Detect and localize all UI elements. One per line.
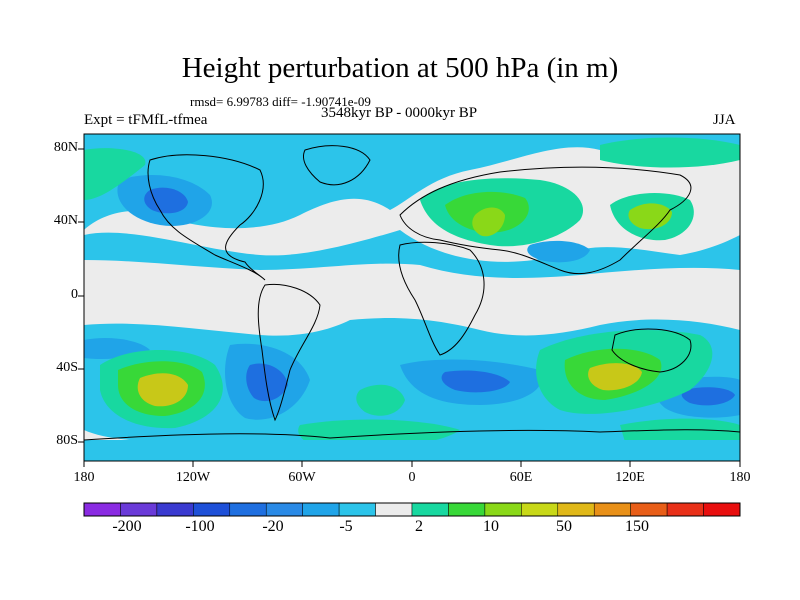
period-label: 3548kyr BP - 0000kyr BP [321,105,478,121]
lon-tick-60e: 60E [509,470,533,485]
contour-pos-southindian-core [588,363,642,391]
chart-title: Height perturbation at 500 hPa (in m) [181,52,619,84]
contour-neg-arctic [84,134,740,230]
contour-pos-arctic-east [600,137,740,168]
lon-tick-120w: 120W [175,470,211,485]
colorbar-cell [448,502,486,517]
colorbar-cell [156,502,194,517]
rmsd-stats: rmsd= 6.99783 diff= -1.90741e-09 [190,94,371,109]
axis-ticks [78,148,741,467]
season-label: JJA [713,112,736,128]
colorbar-label: -20 [262,518,284,535]
colorbar-label: -200 [112,518,142,535]
lon-tick-60w: 60W [288,470,316,485]
coastlines [84,145,740,441]
colorbar-cell [630,502,668,517]
colorbar-label: 50 [556,518,572,535]
lat-tick-40s: 40S [56,360,78,375]
colorbar-cell [666,502,704,517]
colorbar-cell [411,502,449,517]
colorbar-cell [521,502,559,517]
contour-neg-antarctic-rim [84,440,740,461]
contour-neg-canada-core [144,187,188,214]
contour-neg-tasman-core [681,387,735,406]
colorbar-frame [83,502,741,517]
colorbar-cell [484,502,522,517]
colorbar-label: -100 [185,518,215,535]
coastline-africa [398,241,485,356]
lon-tick-180e: 180 [729,470,751,485]
contour-neg-southamerica-core [246,363,288,402]
colorbar-cell [302,502,340,517]
contour-pos-southpacific-core [137,373,188,407]
colorbar-cell [265,502,303,517]
colorbar-cell [557,502,595,517]
colorbar-label: 2 [415,518,423,535]
colorbar-cell [83,502,121,517]
colorbar-cell [593,502,631,517]
coastline-south-america [257,283,321,422]
colorbar-cell [338,502,376,517]
colorbar-cell [229,502,267,517]
contour-pos-eurasia-core [472,207,505,237]
lon-tick-180w: 180 [73,470,95,485]
coastline-antarctica [84,429,740,441]
coastline-europe-asia [399,166,692,275]
colorbar-label: 10 [483,518,499,535]
coastline-north-america [147,154,266,281]
contour-pos-atlantic [84,148,146,200]
colorbar-cell [120,502,158,517]
lat-tick-0: 0 [71,287,78,302]
contour-pos-pacific-core [628,203,672,230]
lat-tick-40n: 40N [53,213,78,228]
contour-neg-indian-core [441,370,510,393]
coastline-greenland [303,145,371,186]
lon-tick-120e: 120E [615,470,645,485]
experiment-label: Expt = tFMfL-tfmea [84,112,208,128]
contour-neg-asia [527,240,590,263]
coastline-australia [611,328,692,373]
colorbar-label: -5 [339,518,353,535]
lat-tick-80s: 80S [56,433,78,448]
contour-pos-southatlantic [356,384,405,416]
colorbar-cells [83,502,741,517]
colorbar-cell [375,502,413,517]
colorbar-cell [193,502,231,517]
lon-tick-0: 0 [408,470,416,485]
colorbar-label: 150 [625,518,649,535]
lat-tick-80n: 80N [53,140,78,155]
colorbar-cell [703,502,741,517]
